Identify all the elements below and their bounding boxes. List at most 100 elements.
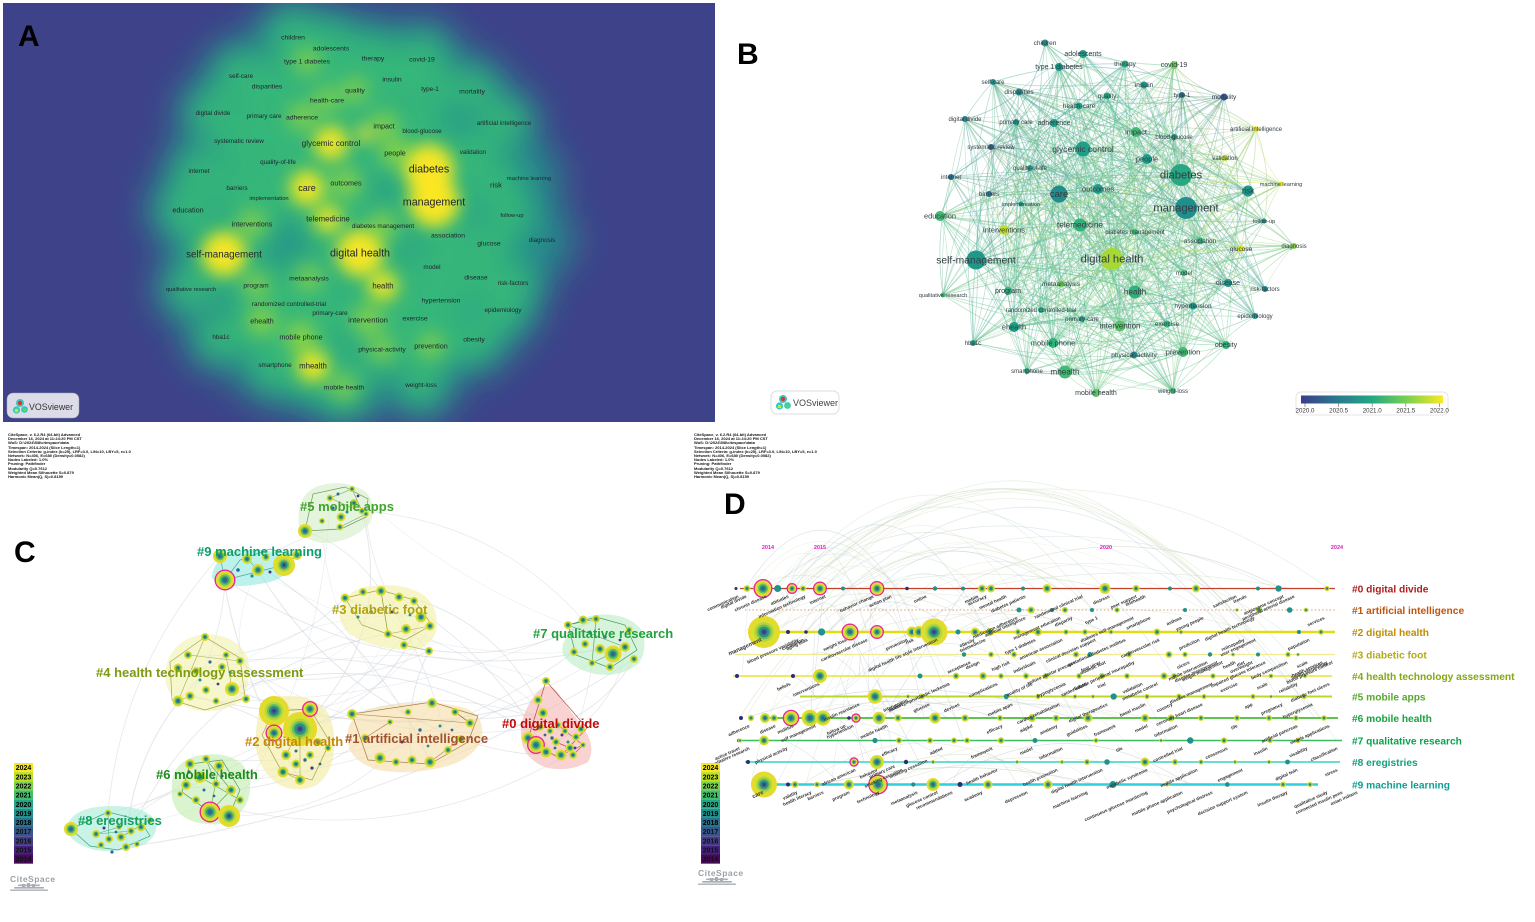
svg-text:barriers: barriers <box>979 192 999 198</box>
svg-text:academy: academy <box>963 790 983 803</box>
svg-text:2023: 2023 <box>703 774 719 781</box>
svg-text:#4 health technology assessmen: #4 health technology assessment <box>1352 672 1515 683</box>
svg-text:type-1: type-1 <box>1174 93 1191 99</box>
svg-text:machine learning: machine learning <box>507 176 551 182</box>
svg-text:adherence: adherence <box>286 114 318 121</box>
svg-text:self-care: self-care <box>229 73 254 80</box>
svg-text:covid-19: covid-19 <box>1161 62 1188 69</box>
svg-text:CiteSpace: CiteSpace <box>10 874 56 884</box>
svg-text:VOSviewer: VOSviewer <box>29 402 73 412</box>
svg-text:interventions: interventions <box>983 225 1025 234</box>
svg-text:B: B <box>737 38 759 71</box>
svg-text:metaanalysis: metaanalysis <box>289 275 329 282</box>
svg-text:D: D <box>724 488 746 521</box>
svg-text:diagnosis: diagnosis <box>529 237 556 244</box>
svg-text:type 1 diabetes: type 1 diabetes <box>1035 64 1083 71</box>
svg-text:#9 machine learning: #9 machine learning <box>1352 781 1450 792</box>
svg-text:2022.0: 2022.0 <box>1430 408 1449 415</box>
svg-text:A: A <box>18 20 40 53</box>
svg-text:2016: 2016 <box>703 838 719 845</box>
svg-text:2019: 2019 <box>703 811 719 818</box>
svg-text:hypertension: hypertension <box>422 297 461 304</box>
svg-text:mobile apps: mobile apps <box>987 702 1014 718</box>
svg-text:weight-loss: weight-loss <box>404 382 437 389</box>
svg-text:mortality: mortality <box>459 88 485 95</box>
svg-text:risk: risk <box>905 637 915 645</box>
svg-text:hba1c: hba1c <box>212 334 229 341</box>
svg-text:obesity: obesity <box>463 336 485 343</box>
svg-text:impact: impact <box>1125 127 1147 136</box>
svg-text:management: management <box>1153 203 1219 215</box>
svg-text:validation: validation <box>460 149 487 156</box>
svg-text:education: education <box>172 206 203 215</box>
svg-text:digital divide: digital divide <box>196 110 231 117</box>
svg-text:follow-up: follow-up <box>1253 219 1275 225</box>
svg-text:internet: internet <box>809 594 827 606</box>
svg-text:cardiovascular risk: cardiovascular risk <box>1120 637 1161 659</box>
svg-text:2014: 2014 <box>16 857 32 864</box>
svg-text:#6 mobile health: #6 mobile health <box>156 767 258 782</box>
svg-text:mhealth: mhealth <box>299 362 327 371</box>
svg-text:#2 digital health: #2 digital health <box>1352 628 1429 639</box>
svg-text:model: model <box>1176 271 1192 277</box>
svg-text:2022: 2022 <box>16 784 32 791</box>
svg-text:2020: 2020 <box>1100 545 1112 551</box>
svg-text:visability: visability <box>1288 746 1308 759</box>
svg-text:patient: patient <box>888 702 904 713</box>
svg-text:self-care: self-care <box>981 80 1005 86</box>
svg-text:interventions: interventions <box>232 220 273 229</box>
svg-text:obesity: obesity <box>959 637 976 648</box>
svg-text:quality: quality <box>1098 93 1118 100</box>
svg-text:care: care <box>751 790 765 801</box>
svg-text:2021.5: 2021.5 <box>1396 408 1415 415</box>
svg-text:metabolic syndrome: metabolic syndrome <box>1106 767 1149 790</box>
svg-text:VOSviewer: VOSviewer <box>793 398 838 408</box>
svg-text:epidemiology: epidemiology <box>1237 314 1272 320</box>
svg-text:quality-of-life: quality-of-life <box>1013 166 1048 172</box>
svg-text:classification: classification <box>1310 746 1339 762</box>
svg-text:qualitative research: qualitative research <box>166 287 216 293</box>
svg-text:epidemiology: epidemiology <box>484 307 522 314</box>
svg-text:metaanalysis: metaanalysis <box>1042 281 1081 288</box>
svg-text:population: population <box>1287 637 1311 651</box>
svg-text:2022: 2022 <box>703 784 719 791</box>
svg-text:health-care: health-care <box>310 97 344 104</box>
svg-text:hypertension: hypertension <box>1174 303 1212 310</box>
svg-text:exercise: exercise <box>402 315 428 322</box>
svg-text:risk-factors: risk-factors <box>498 280 529 287</box>
svg-text:#3 diabetic foot: #3 diabetic foot <box>332 602 428 617</box>
svg-text:disease: disease <box>1216 280 1240 287</box>
svg-text:association: association <box>1184 238 1217 245</box>
svg-text:covid-19: covid-19 <box>409 56 435 63</box>
svg-text:mortality: mortality <box>1212 94 1237 101</box>
svg-text:insulin: insulin <box>382 76 401 83</box>
svg-text:quality: quality <box>345 87 365 94</box>
svg-text:physical-activity: physical-activity <box>1111 352 1157 359</box>
svg-text:digital health: digital health <box>1081 254 1144 266</box>
svg-text:beliefs: beliefs <box>776 681 792 692</box>
svg-text:telemedicine: telemedicine <box>306 215 350 224</box>
svg-text:2018: 2018 <box>16 820 32 827</box>
svg-text:2014: 2014 <box>762 545 775 551</box>
svg-text:glucose: glucose <box>477 240 501 247</box>
svg-text:#5 mobile apps: #5 mobile apps <box>1352 693 1426 704</box>
svg-text:cardiac rehabilitation: cardiac rehabilitation <box>1016 702 1060 725</box>
svg-text:C: C <box>14 536 36 569</box>
svg-text:people: people <box>1136 154 1158 163</box>
svg-text:risk: risk <box>490 181 502 190</box>
svg-text:efficacy: efficacy <box>986 723 1004 735</box>
svg-text:insulin therapy: insulin therapy <box>1257 790 1289 808</box>
svg-text:2014: 2014 <box>703 857 719 864</box>
svg-text:scale: scale <box>1296 660 1309 669</box>
svg-text:children: children <box>281 34 305 41</box>
svg-text:insulin: insulin <box>1253 746 1269 757</box>
svg-text:health: health <box>1124 288 1147 297</box>
svg-text:2015: 2015 <box>814 545 826 551</box>
svg-text:#0 digital divide: #0 digital divide <box>1352 585 1429 596</box>
svg-text:outcomes: outcomes <box>330 179 362 188</box>
svg-text:weight-loss: weight-loss <box>1157 389 1188 395</box>
svg-text:artificial intelligence: artificial intelligence <box>477 120 532 127</box>
svg-text:guidelines: guidelines <box>1066 723 1089 737</box>
svg-text:diabetes: diabetes <box>1160 170 1203 182</box>
svg-text:quality-of-life: quality-of-life <box>260 159 296 166</box>
